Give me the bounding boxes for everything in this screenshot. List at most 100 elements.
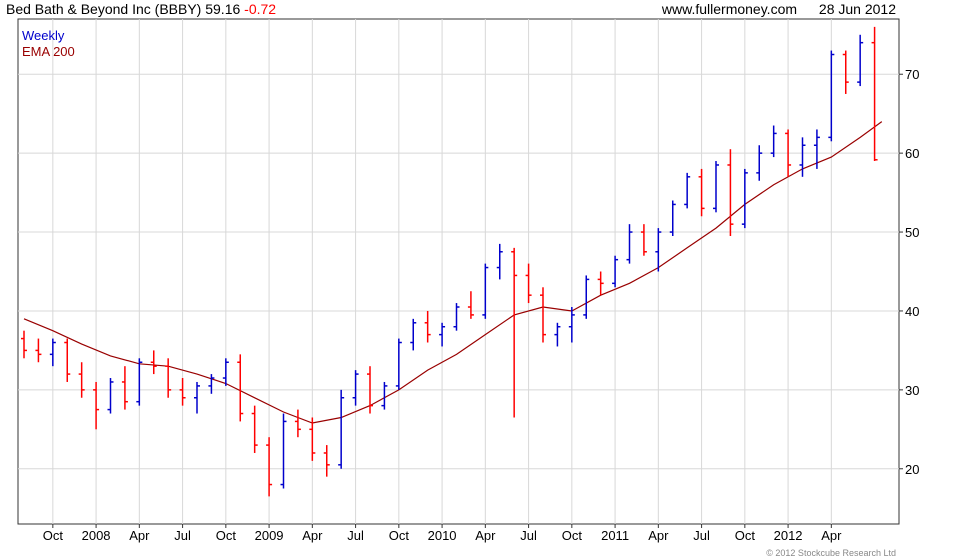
- ohlc-bar: [713, 161, 719, 213]
- x-tick-label: Oct: [389, 528, 410, 543]
- ohlc-bar: [165, 358, 172, 398]
- ohlc-bar: [78, 362, 85, 398]
- x-tick-label: Jul: [693, 528, 710, 543]
- ohlc-bar: [309, 417, 316, 461]
- x-tick-label: Jul: [174, 528, 191, 543]
- ohlc-bar: [136, 358, 143, 406]
- y-tick-label: 30: [905, 383, 919, 398]
- x-tick-label: 2010: [428, 528, 457, 543]
- ohlc-bar: [684, 172, 691, 209]
- x-tick-label: Jul: [347, 528, 364, 543]
- ohlc-bar: [640, 224, 647, 256]
- ohlc-bar: [453, 303, 460, 331]
- ohlc-bar: [813, 129, 820, 169]
- y-tick-label: 40: [905, 304, 919, 319]
- ohlc-bar: [352, 370, 359, 406]
- y-tick-label: 70: [905, 67, 919, 82]
- ohlc-bar: [871, 26, 878, 162]
- ohlc-bar: [93, 381, 100, 430]
- ohlc-bar: [467, 291, 474, 319]
- ohlc-bar: [583, 275, 590, 319]
- ohlc-bar: [770, 125, 777, 158]
- x-tick-label: Apr: [648, 528, 669, 543]
- x-tick-label: Apr: [302, 528, 323, 543]
- ohlc-bar: [179, 378, 186, 406]
- ohlc-bar: [655, 228, 662, 272]
- axes-layer: 20 30 40 50 60 70 Oct 2008 Apr Jul Oct 2009 Apr Jul Oc…: [43, 67, 920, 543]
- ohlc-bar: [842, 50, 849, 94]
- ohlc-bar: [554, 322, 561, 347]
- ohlc-bar: [280, 413, 287, 489]
- ohlc-bar: [323, 445, 330, 477]
- ohlc-bar: [266, 437, 273, 497]
- ohlc-bar: [799, 137, 806, 177]
- copyright-credit: © 2012 Stockcube Research Ltd: [766, 548, 896, 558]
- y-tick-label: 60: [905, 146, 919, 161]
- ohlc-bar: [237, 354, 244, 422]
- x-tick-label: Oct: [735, 528, 756, 543]
- ohlc-bar: [741, 168, 748, 229]
- ohlc-bar: [612, 255, 619, 288]
- ohlc-bar: [251, 405, 258, 453]
- ohlc-bar: [828, 50, 835, 142]
- x-tick-label: Oct: [216, 528, 237, 543]
- ohlc-bar: [150, 350, 157, 375]
- x-tick-label: Oct: [43, 528, 64, 543]
- y-tick-label: 50: [905, 225, 919, 240]
- x-tick-label: 2009: [255, 528, 284, 543]
- ohlc-bar: [496, 243, 503, 280]
- ohlc-bar: [511, 247, 518, 418]
- site-url[interactable]: www.fullermoney.com: [661, 1, 798, 17]
- x-tick-label: Jul: [520, 528, 537, 543]
- x-tick-label: 2012: [774, 528, 803, 543]
- ohlc-bar: [107, 378, 114, 414]
- ohlc-bar: [626, 224, 633, 264]
- ohlc-bar: [482, 263, 489, 319]
- ohlc-bar: [64, 338, 71, 382]
- ohlc-bar: [669, 200, 676, 236]
- bars-layer: [21, 26, 878, 497]
- ohlc-bar: [121, 366, 128, 410]
- ohlc-bar: [49, 338, 56, 367]
- ohlc-bar: [698, 168, 705, 217]
- ohlc-bar: [338, 389, 345, 469]
- x-tick-label: Apr: [821, 528, 842, 543]
- x-tick-label: 2008: [82, 528, 111, 543]
- ohlc-bar: [568, 307, 575, 343]
- plot-frame: [17, 18, 900, 525]
- chart-title: Bed Bath & Beyond Inc (BBBY): [6, 1, 202, 17]
- x-tick-label: Apr: [129, 528, 150, 543]
- chart-date: 28 Jun 2012: [818, 1, 896, 17]
- ohlc-bar: [597, 271, 604, 296]
- ohlc-bar: [381, 381, 388, 410]
- ohlc-bar: [424, 310, 431, 343]
- ohlc-bar: [194, 381, 200, 414]
- x-tick-label: Apr: [475, 528, 496, 543]
- last-price: 59.16: [205, 1, 241, 17]
- ohlc-bar: [540, 287, 546, 343]
- ohlc-bar: [857, 34, 864, 87]
- ohlc-bar: [222, 358, 229, 386]
- legend-ema: EMA 200: [22, 44, 75, 59]
- ohlc-bar: [395, 338, 402, 390]
- chart-header: Bed Bath & Beyond Inc (BBBY) 59.16 -0.72: [6, 1, 276, 17]
- chart-header-right: www.fullermoney.com 28 Jun 2012: [662, 1, 896, 17]
- ohlc-bar: [785, 129, 792, 177]
- x-tick-label: Oct: [562, 528, 583, 543]
- x-tick-label: 2011: [601, 528, 629, 543]
- ohlc-bar: [727, 149, 734, 236]
- ohlc-bar: [410, 318, 417, 351]
- ohlc-bar: [294, 409, 301, 438]
- ohlc-bar: [367, 366, 373, 414]
- legend-weekly: Weekly: [22, 28, 65, 43]
- y-tick-label: 20: [905, 462, 919, 477]
- ohlc-bar: [439, 322, 446, 347]
- legend: Weekly EMA 200: [22, 28, 75, 60]
- ohlc-bar: [525, 263, 532, 304]
- ohlc-bar: [21, 330, 27, 359]
- ohlc-bar: [35, 338, 42, 363]
- ohlc-bar: [756, 145, 763, 181]
- price-change: -0.72: [244, 1, 277, 17]
- ohlc-bar: [208, 374, 215, 394]
